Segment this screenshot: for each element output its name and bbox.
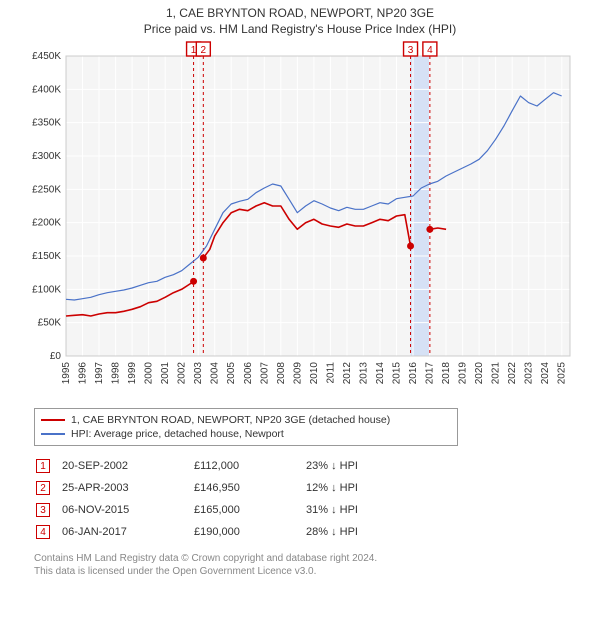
svg-text:2010: 2010 bbox=[309, 362, 320, 385]
svg-text:2008: 2008 bbox=[276, 362, 287, 385]
svg-text:2021: 2021 bbox=[491, 362, 502, 385]
svg-text:2024: 2024 bbox=[540, 362, 551, 385]
svg-text:£450K: £450K bbox=[32, 51, 61, 62]
footer: Contains HM Land Registry data © Crown c… bbox=[34, 552, 600, 578]
table-row: 4 06-JAN-2017£190,00028% ↓ HPI bbox=[36, 522, 368, 542]
sale-delta: 12% ↓ HPI bbox=[306, 478, 368, 498]
sale-price: £165,000 bbox=[194, 500, 304, 520]
svg-text:£300K: £300K bbox=[32, 151, 61, 162]
svg-text:2011: 2011 bbox=[325, 362, 336, 384]
svg-text:2016: 2016 bbox=[408, 362, 419, 385]
sale-marker-icon: 1 bbox=[36, 459, 50, 473]
svg-text:£50K: £50K bbox=[38, 318, 62, 329]
title-subtitle: Price paid vs. HM Land Registry's House … bbox=[0, 20, 600, 40]
svg-text:2019: 2019 bbox=[458, 362, 469, 385]
svg-text:£150K: £150K bbox=[32, 251, 61, 262]
svg-text:£400K: £400K bbox=[32, 84, 61, 95]
legend-swatch bbox=[41, 419, 65, 421]
sale-marker-icon: 3 bbox=[36, 503, 50, 517]
legend-row: HPI: Average price, detached house, Newp… bbox=[41, 427, 451, 441]
sale-date: 25-APR-2003 bbox=[62, 478, 192, 498]
svg-text:2003: 2003 bbox=[193, 362, 204, 385]
svg-text:2013: 2013 bbox=[358, 362, 369, 385]
sale-marker-icon: 2 bbox=[36, 481, 50, 495]
table-row: 3 06-NOV-2015£165,00031% ↓ HPI bbox=[36, 500, 368, 520]
svg-text:2022: 2022 bbox=[507, 362, 518, 385]
svg-text:1996: 1996 bbox=[78, 362, 89, 385]
sale-price: £112,000 bbox=[194, 456, 304, 476]
svg-text:£0: £0 bbox=[50, 351, 62, 362]
svg-text:2005: 2005 bbox=[226, 362, 237, 385]
svg-text:2: 2 bbox=[201, 45, 207, 56]
svg-text:3: 3 bbox=[408, 45, 414, 56]
footer-line: Contains HM Land Registry data © Crown c… bbox=[34, 552, 600, 565]
svg-text:£200K: £200K bbox=[32, 218, 61, 229]
table-row: 1 20-SEP-2002£112,00023% ↓ HPI bbox=[36, 456, 368, 476]
sale-delta: 31% ↓ HPI bbox=[306, 500, 368, 520]
legend: 1, CAE BRYNTON ROAD, NEWPORT, NP20 3GE (… bbox=[34, 408, 458, 446]
title-address: 1, CAE BRYNTON ROAD, NEWPORT, NP20 3GE bbox=[0, 0, 600, 20]
svg-text:£100K: £100K bbox=[32, 284, 61, 295]
sale-delta: 28% ↓ HPI bbox=[306, 522, 368, 542]
svg-text:2012: 2012 bbox=[342, 362, 353, 385]
svg-text:1997: 1997 bbox=[94, 362, 105, 385]
sales-table: 1 20-SEP-2002£112,00023% ↓ HPI 2 25-APR-200… bbox=[34, 454, 370, 544]
svg-text:2015: 2015 bbox=[391, 362, 402, 385]
svg-text:4: 4 bbox=[427, 45, 433, 56]
chart: £0 £50K £100K £150K £200K £250K £300K £350K £400… bbox=[20, 40, 580, 400]
svg-text:£250K: £250K bbox=[32, 184, 61, 195]
sale-date: 20-SEP-2002 bbox=[62, 456, 192, 476]
chart-svg: £0 £50K £100K £150K £200K £250K £300K £350K £400… bbox=[20, 40, 580, 400]
page: 1, CAE BRYNTON ROAD, NEWPORT, NP20 3GE P… bbox=[0, 0, 600, 620]
sale-price: £146,950 bbox=[194, 478, 304, 498]
svg-text:1995: 1995 bbox=[61, 362, 72, 385]
sale-date: 06-JAN-2017 bbox=[62, 522, 192, 542]
svg-text:2009: 2009 bbox=[292, 362, 303, 385]
titles: 1, CAE BRYNTON ROAD, NEWPORT, NP20 3GE P… bbox=[0, 0, 600, 40]
svg-text:2002: 2002 bbox=[177, 362, 188, 385]
svg-text:1999: 1999 bbox=[127, 362, 138, 385]
legend-label: 1, CAE BRYNTON ROAD, NEWPORT, NP20 3GE (… bbox=[71, 413, 390, 427]
legend-label: HPI: Average price, detached house, Newp… bbox=[71, 427, 284, 441]
svg-text:2001: 2001 bbox=[160, 362, 171, 385]
svg-text:2006: 2006 bbox=[243, 362, 254, 385]
svg-text:2004: 2004 bbox=[210, 362, 221, 385]
sale-date: 06-NOV-2015 bbox=[62, 500, 192, 520]
svg-text:2018: 2018 bbox=[441, 362, 452, 385]
sale-delta: 23% ↓ HPI bbox=[306, 456, 368, 476]
svg-text:2014: 2014 bbox=[375, 362, 386, 385]
sale-price: £190,000 bbox=[194, 522, 304, 542]
legend-swatch bbox=[41, 433, 65, 435]
table-row: 2 25-APR-2003£146,95012% ↓ HPI bbox=[36, 478, 368, 498]
svg-text:2000: 2000 bbox=[144, 362, 155, 385]
footer-line: This data is licensed under the Open Gov… bbox=[34, 565, 600, 578]
legend-row: 1, CAE BRYNTON ROAD, NEWPORT, NP20 3GE (… bbox=[41, 413, 451, 427]
svg-text:2007: 2007 bbox=[259, 362, 270, 385]
svg-text:2023: 2023 bbox=[524, 362, 535, 385]
sale-marker-icon: 4 bbox=[36, 525, 50, 539]
svg-text:2020: 2020 bbox=[474, 362, 485, 385]
svg-text:£350K: £350K bbox=[32, 118, 61, 129]
svg-text:2017: 2017 bbox=[425, 362, 436, 385]
svg-text:1998: 1998 bbox=[111, 362, 122, 385]
svg-text:2025: 2025 bbox=[557, 362, 568, 385]
